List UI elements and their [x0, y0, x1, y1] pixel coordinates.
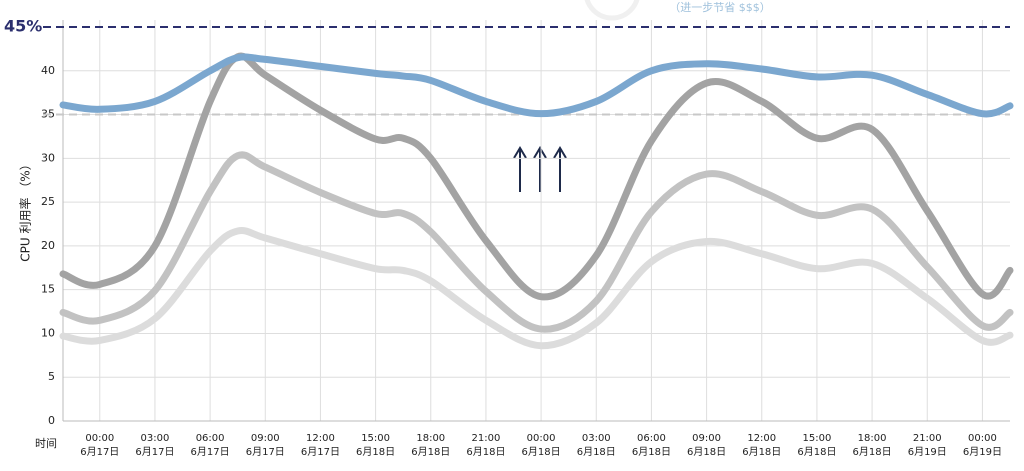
x-tick-label: 03:00	[141, 433, 170, 444]
y-tick-label: 20	[41, 239, 55, 252]
x-tick-label: 09:00	[251, 433, 280, 444]
y-tick-label: 15	[41, 283, 55, 296]
x-axis-label: 时间	[35, 437, 57, 450]
line-series	[59, 52, 1014, 301]
x-tick-sublabel: 6月18日	[687, 446, 726, 458]
line-series	[59, 227, 1014, 350]
x-tick-sublabel: 6月17日	[80, 446, 119, 458]
y-tick-label: 30	[41, 151, 55, 164]
x-tick-sublabel: 6月17日	[191, 446, 230, 458]
y-tick-label: 25	[41, 195, 55, 208]
x-tick-label: 21:00	[472, 433, 501, 444]
decoration	[584, 0, 640, 21]
grid	[63, 20, 1010, 422]
arrows	[513, 146, 567, 192]
y-tick-label: 5	[48, 370, 55, 383]
x-tick-sublabel: 6月18日	[632, 446, 671, 458]
x-tick-sublabel: 6月17日	[301, 446, 340, 458]
x-tick-sublabel: 6月19日	[908, 446, 947, 458]
x-tick-label: 00:00	[527, 433, 556, 444]
x-tick-label: 06:00	[637, 433, 666, 444]
threshold-label: 45%	[4, 17, 42, 36]
x-tick-sublabel: 6月18日	[853, 446, 892, 458]
x-tick-sublabel: 6月18日	[742, 446, 781, 458]
x-tick-label: 15:00	[361, 433, 390, 444]
line-series	[59, 53, 1014, 118]
x-tick-sublabel: 6月18日	[577, 446, 616, 458]
y-axis-label: CPU 利用率 （%）	[18, 158, 33, 261]
x-tick-label: 09:00	[692, 433, 721, 444]
x-tick-label: 18:00	[858, 433, 887, 444]
x-tick-label: 06:00	[196, 433, 225, 444]
x-tick-sublabel: 6月18日	[522, 446, 561, 458]
x-tick-label: 15:00	[803, 433, 832, 444]
y-tick-label: 10	[41, 326, 55, 339]
y-tick-label: 0	[48, 414, 55, 427]
x-tick-label: 03:00	[582, 433, 611, 444]
x-tick-sublabel: 6月17日	[246, 446, 285, 458]
x-tick-label: 00:00	[968, 433, 997, 444]
x-tick-sublabel: 6月18日	[356, 446, 395, 458]
x-tick-label: 12:00	[747, 433, 776, 444]
line-series	[59, 151, 1014, 333]
x-tick-label: 12:00	[306, 433, 335, 444]
annotation: （进一步节省 $$$）	[669, 1, 771, 14]
x-tick-sublabel: 6月17日	[135, 446, 174, 458]
y-tick-label: 40	[41, 64, 55, 77]
x-tick-sublabel: 6月18日	[797, 446, 836, 458]
x-tick-label: 00:00	[85, 433, 114, 444]
x-tick-sublabel: 6月18日	[411, 446, 450, 458]
x-tick-sublabel: 6月19日	[963, 446, 1002, 458]
x-tick-label: 18:00	[416, 433, 445, 444]
x-tick-label: 21:00	[913, 433, 942, 444]
x-tick-sublabel: 6月18日	[466, 446, 505, 458]
